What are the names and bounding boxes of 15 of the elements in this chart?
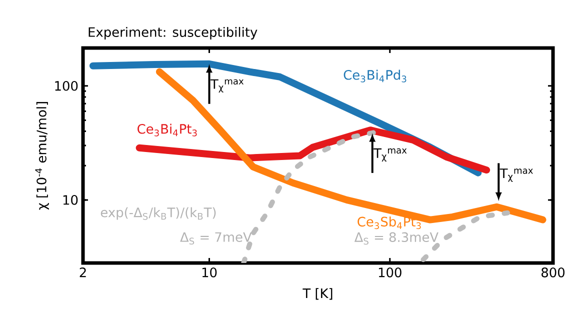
series-label: Ce$_{3}$Bi$_{4}$Pt$_{3}$: [138, 124, 197, 136]
x-tick-label: 800: [542, 268, 564, 278]
x-axis-title: T [K]: [302, 288, 332, 300]
annotation: Δ$_{S}$ = 8.3meV: [354, 232, 438, 245]
annotation: T$_{χ}$max: [500, 168, 533, 182]
chart-title: Experiment: susceptibility: [88, 26, 258, 40]
annotation: Δ$_{S}$ = 7meV: [180, 232, 252, 244]
annotation: T$_{χ}$max: [210, 79, 244, 92]
series-label: Ce$_{3}$Bi$_{4}$Pd$_{3}$: [344, 70, 406, 82]
x-tick-label: 10: [202, 268, 217, 278]
annotation: T$_{χ}$max: [374, 148, 407, 162]
x-tick-label: 2: [80, 268, 86, 278]
y-axis-title: χ [10$^{-4}$ emu/mol]: [35, 102, 49, 210]
x-tick-label: 100: [378, 268, 402, 278]
annotation: exp(-Δ$_{S}$/k$_{B}$T)/(k$_{B}$T): [100, 207, 216, 220]
